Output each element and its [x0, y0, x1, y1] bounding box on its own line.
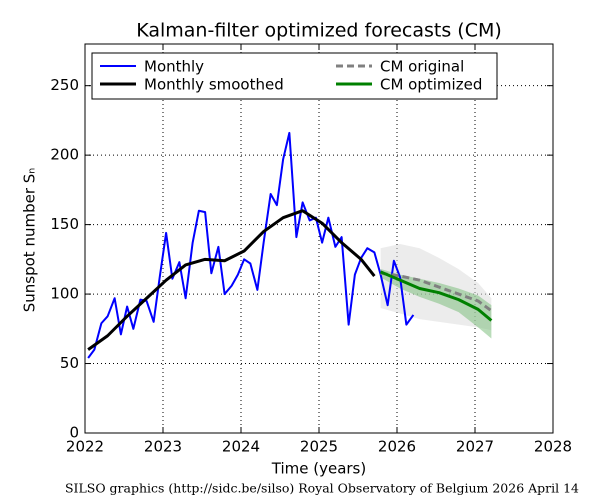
- y-tick-label: 0: [69, 424, 79, 442]
- chart-title: Kalman-filter optimized forecasts (CM): [136, 20, 502, 42]
- series-line: [87, 209, 376, 351]
- series-line: [380, 271, 493, 312]
- x-tick-label: 2022: [66, 438, 104, 456]
- x-tick-label: 2027: [456, 438, 494, 456]
- x-axis-label: Time (years): [271, 460, 366, 478]
- x-tick-label: 2028: [534, 438, 572, 456]
- x-tick-label: 2023: [144, 438, 182, 456]
- y-tick-label: 200: [50, 146, 79, 164]
- series-line: [380, 270, 493, 322]
- plot-frame: [84, 43, 554, 434]
- y-axis-label: Sunspot number Sₙ: [21, 168, 39, 313]
- x-tick-label: 2025: [300, 438, 338, 456]
- y-tick-label: 100: [50, 285, 79, 303]
- legend-box: [91, 52, 498, 100]
- legend-label: Monthly: [144, 58, 204, 76]
- x-tick-label: 2024: [222, 438, 260, 456]
- y-tick-label: 150: [50, 215, 79, 233]
- legend-label: Monthly smoothed: [144, 76, 284, 94]
- y-tick-label: 250: [50, 76, 79, 94]
- x-tick-label: 2026: [378, 438, 416, 456]
- footnote: SILSO graphics (http://sidc.be/silso) Ro…: [65, 481, 579, 496]
- legend-label: CM original: [380, 58, 464, 76]
- y-tick-label: 50: [60, 354, 79, 372]
- forecast-band: [380, 269, 492, 339]
- legend-label: CM optimized: [380, 76, 482, 94]
